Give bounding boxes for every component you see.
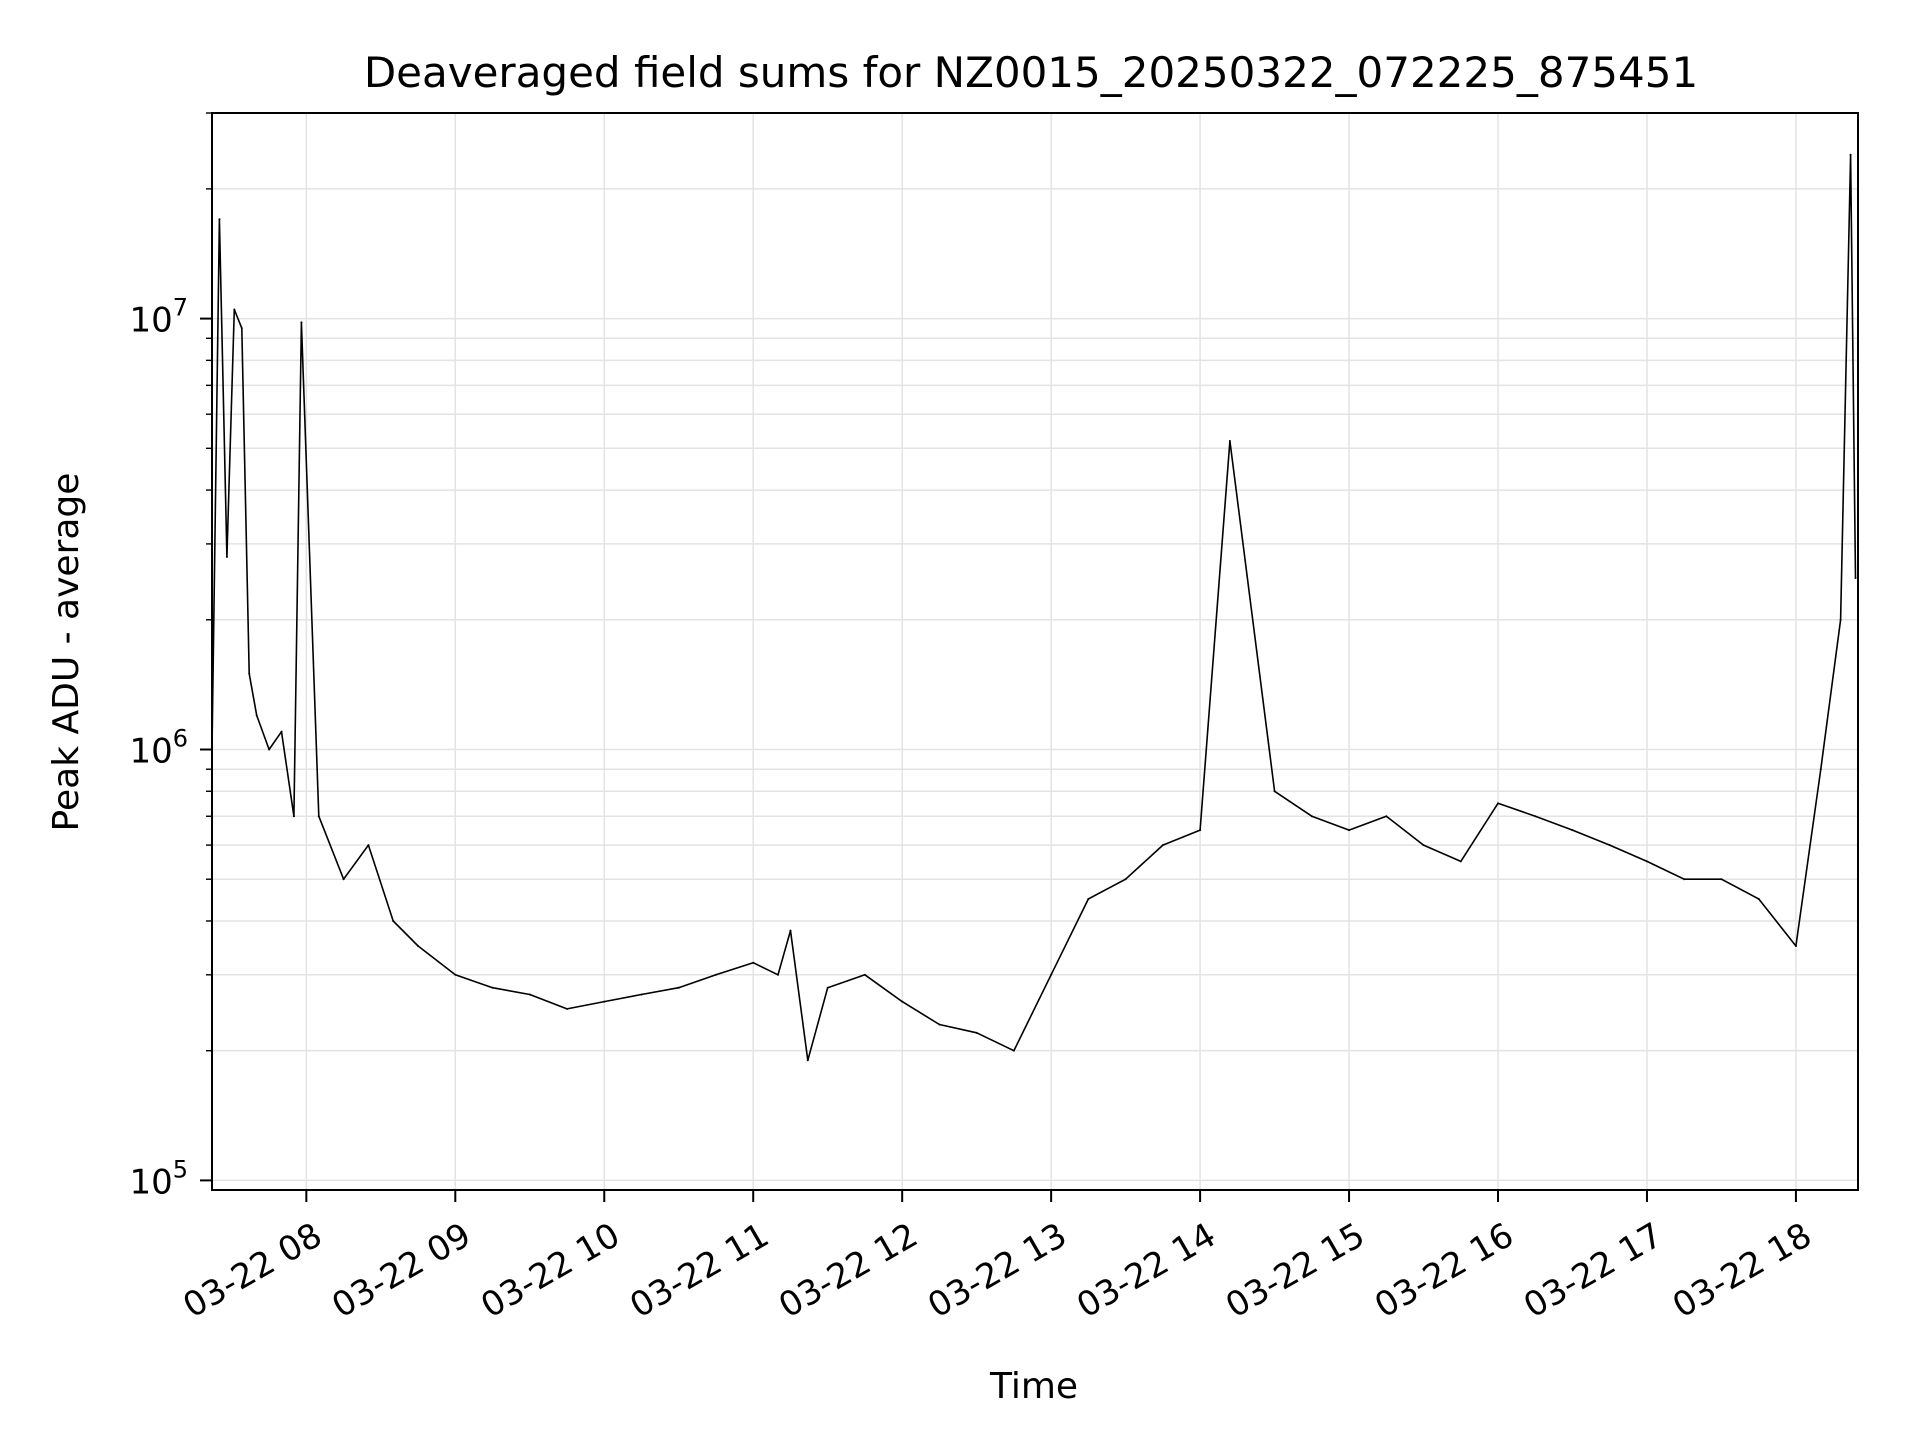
- data-point: [1645, 860, 1648, 863]
- x-tick-label: 03-22 16: [1368, 1215, 1520, 1326]
- data-point: [417, 944, 420, 947]
- data-point: [255, 714, 258, 717]
- data-point: [1497, 802, 1500, 805]
- data-point: [1534, 815, 1537, 818]
- y-tick-label: 105: [129, 1155, 188, 1202]
- data-point: [233, 308, 236, 311]
- x-tick-label: 03-22 17: [1517, 1215, 1669, 1326]
- data-point: [714, 973, 717, 976]
- data-point: [392, 919, 395, 922]
- x-tick-label: 03-22 14: [1070, 1215, 1222, 1326]
- plot-frame: [211, 112, 1859, 1191]
- data-point: [268, 748, 271, 751]
- data-point: [1310, 815, 1313, 818]
- x-tick-label: 03-22 15: [1219, 1215, 1371, 1326]
- data-point: [777, 973, 780, 976]
- y-tick-label: 107: [129, 294, 188, 341]
- x-axis-label: Time: [989, 1366, 1078, 1407]
- y-tick-exponent: 7: [173, 294, 188, 322]
- data-point: [603, 1000, 606, 1003]
- data-point: [367, 844, 370, 847]
- grid: [212, 112, 1858, 1190]
- x-tick-label: 03-22 11: [623, 1215, 775, 1326]
- x-tick-label: 03-22 18: [1666, 1215, 1818, 1326]
- data-point: [1839, 618, 1842, 621]
- data-point: [1161, 844, 1164, 847]
- data-point: [1849, 153, 1852, 156]
- data-point: [1199, 829, 1202, 832]
- data-point: [1854, 577, 1857, 580]
- data-point: [528, 993, 531, 996]
- y-tick-exponent: 6: [173, 724, 188, 752]
- data-point: [317, 815, 320, 818]
- data-point: [863, 973, 866, 976]
- chart-title: Deaveraged field sums for NZ0015_2025032…: [364, 48, 1698, 97]
- series-layer: [211, 153, 1857, 1062]
- data-point: [1683, 878, 1686, 881]
- data-point: [640, 993, 643, 996]
- x-tick-label: 03-22 12: [772, 1215, 924, 1326]
- data-point: [1720, 878, 1723, 881]
- data-point: [280, 730, 283, 733]
- data-point: [248, 672, 251, 675]
- data-point: [826, 986, 829, 989]
- x-tick-label: 03-22 09: [325, 1215, 477, 1326]
- data-point: [1385, 815, 1388, 818]
- data-point: [566, 1007, 569, 1010]
- data-point: [752, 961, 755, 964]
- data-point: [292, 815, 295, 818]
- data-point: [225, 555, 228, 558]
- data-point: [1459, 860, 1462, 863]
- data-point: [491, 986, 494, 989]
- data-point: [806, 1059, 809, 1062]
- data-point: [342, 878, 345, 881]
- data-point: [218, 218, 221, 221]
- data-point: [1087, 897, 1090, 900]
- x-tick-label: 03-22 10: [474, 1215, 626, 1326]
- y-tick-base: 10: [129, 1162, 172, 1202]
- data-point: [901, 1000, 904, 1003]
- data-point: [1124, 878, 1127, 881]
- x-tick-label: 03-22 13: [921, 1215, 1073, 1326]
- data-point: [300, 321, 303, 324]
- y-tick-exponent: 5: [173, 1155, 188, 1183]
- data-point: [1422, 844, 1425, 847]
- data-point: [1273, 790, 1276, 793]
- y-tick-base: 10: [129, 731, 172, 771]
- data-point: [677, 986, 680, 989]
- data-point: [1348, 829, 1351, 832]
- data-point: [1794, 944, 1797, 947]
- data-point: [1571, 829, 1574, 832]
- data-point: [240, 327, 243, 330]
- y-axis-label: Peak ADU - average: [46, 473, 87, 832]
- y-tick-base: 10: [129, 301, 172, 341]
- data-point: [975, 1031, 978, 1034]
- data-point: [938, 1023, 941, 1026]
- y-tick-label: 106: [129, 724, 188, 771]
- x-tick-label: 03-22 08: [176, 1215, 328, 1326]
- data-point: [789, 929, 792, 932]
- data-point: [1228, 439, 1231, 442]
- data-point: [1050, 973, 1053, 976]
- data-point: [1757, 897, 1760, 900]
- data-point: [454, 973, 457, 976]
- series-line-0: [211, 154, 1857, 1062]
- data-point: [1819, 768, 1822, 771]
- data-point: [1012, 1049, 1015, 1052]
- data-point: [1608, 844, 1611, 847]
